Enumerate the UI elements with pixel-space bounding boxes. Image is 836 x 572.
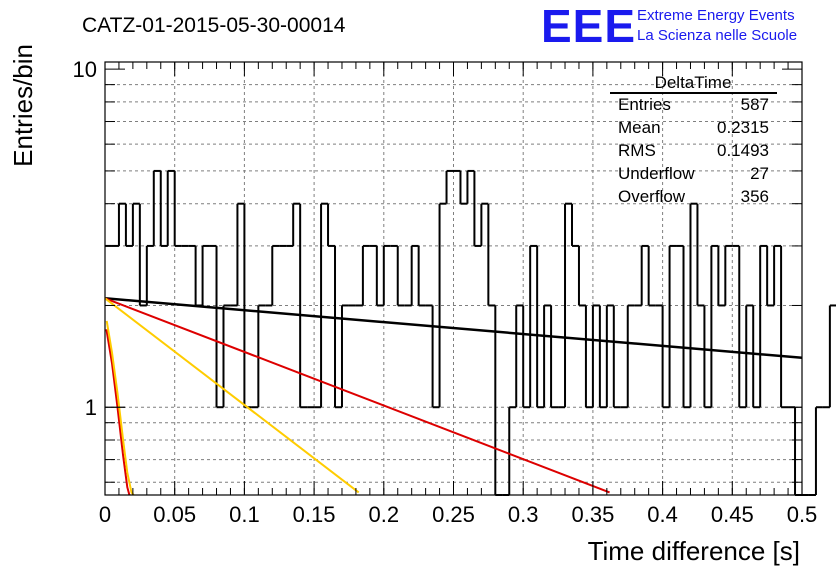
stat-value-overflow: 356 [741, 187, 769, 206]
fit-curve-1 [104, 297, 610, 494]
stat-label-rms: RMS [618, 141, 656, 160]
y-tick-label-0: 1 [85, 395, 97, 420]
stat-value-entries: 587 [741, 95, 769, 114]
stats-box: DeltaTime Entries 587 Mean 0.2315 RMS 0.… [610, 73, 777, 206]
x-tick-labels: 0 0.05 0.1 0.15 0.2 0.25 0.3 0.35 0.4 0.45 0.5 [99, 502, 817, 527]
x-tick-label-1: 0.05 [153, 502, 196, 527]
histogram-bars [105, 169, 836, 496]
stat-value-mean: 0.2315 [717, 118, 769, 137]
fit-curve-4 [105, 320, 135, 496]
run-title: CATZ-01-2015-05-30-00014 [82, 14, 346, 37]
x-tick-label-2: 0.1 [229, 502, 260, 527]
logo-line-2: La Scienza nelle Scuole [637, 27, 797, 44]
stat-value-rms: 0.1493 [717, 141, 769, 160]
stat-value-underflow: 27 [750, 164, 769, 183]
x-tick-label-4: 0.2 [369, 502, 400, 527]
stat-label-entries: Entries [618, 95, 671, 114]
grid-lines [105, 62, 802, 495]
x-tick-label-5: 0.25 [432, 502, 475, 527]
x-axis-title: Time difference [s] [588, 536, 800, 566]
x-tick-label-10: 0.5 [787, 502, 818, 527]
fit-curves [104, 297, 803, 496]
fit-curve-2 [104, 297, 360, 494]
logo-line-1: Extreme Energy Events [637, 7, 795, 24]
x-tick-label-7: 0.35 [571, 502, 614, 527]
fit-curve-0 [104, 297, 803, 360]
stats-name: DeltaTime [655, 73, 732, 92]
axis-ticks [104, 62, 803, 495]
x-tick-label-3: 0.15 [293, 502, 336, 527]
logo-mark: EEE [541, 0, 636, 52]
y-tick-label-1: 10 [73, 57, 97, 82]
y-tick-labels: 1 10 [73, 57, 97, 420]
y-axis-title: Entries/bin [8, 44, 38, 167]
stat-label-overflow: Overflow [618, 187, 686, 206]
eee-logo: EEE Extreme Energy Events La Scienza nel… [541, 0, 797, 52]
x-tick-label-9: 0.45 [711, 502, 754, 527]
fit-curve-3 [105, 329, 131, 496]
x-tick-label-0: 0 [99, 502, 111, 527]
x-tick-label-6: 0.3 [508, 502, 539, 527]
x-tick-label-8: 0.4 [647, 502, 678, 527]
stat-label-mean: Mean [618, 118, 661, 137]
stat-label-underflow: Underflow [618, 164, 695, 183]
